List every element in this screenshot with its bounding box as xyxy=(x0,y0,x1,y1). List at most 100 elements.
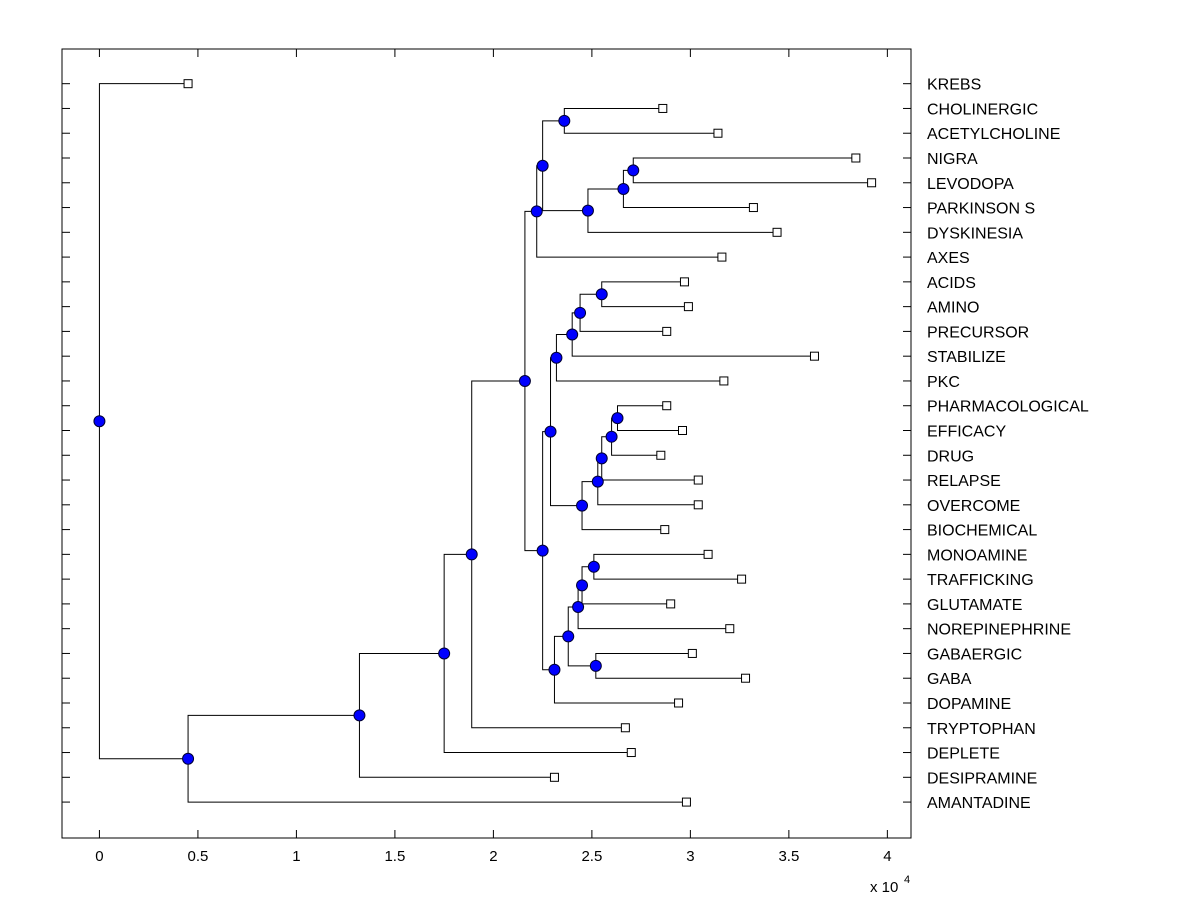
link-n10 xyxy=(555,334,724,382)
node-marker-n6 xyxy=(530,205,543,218)
leaf-label: TRAFFICKING xyxy=(927,572,1034,589)
leaf-marker xyxy=(737,574,747,584)
link-n9 xyxy=(571,312,815,357)
node-marker-n3 xyxy=(617,182,630,195)
node-marker-n23 xyxy=(536,544,549,557)
leaf-marker xyxy=(549,772,559,782)
node-marker-n26 xyxy=(438,647,451,660)
leaf-label: DYSKINESIA xyxy=(927,225,1023,242)
link-n11 xyxy=(616,405,683,431)
node-marker-n15 xyxy=(576,499,589,512)
leaf-marker xyxy=(666,599,676,609)
leaf-marker xyxy=(626,748,636,758)
leaf-marker xyxy=(620,723,630,733)
node-marker-n1 xyxy=(558,114,571,127)
x-tick-label: 3 xyxy=(686,848,694,865)
leaf-marker xyxy=(681,797,691,807)
x-axis-ticks: 0 0.5 1 1.5 2 2.5 3 3.5 4 xyxy=(95,49,892,865)
node-marker-n5 xyxy=(536,159,549,172)
x-tick-label: 2 xyxy=(489,848,497,865)
leaf-marker xyxy=(656,450,666,460)
leaf-labels: KREBS CHOLINERGIC ACETYLCHOLINE NIGRA LEVODO… xyxy=(927,77,1089,812)
x-exponent-label: x 10 xyxy=(870,879,898,896)
x-tick-label: 1.5 xyxy=(384,848,405,865)
leaf-marker xyxy=(687,648,697,658)
leaf-marker xyxy=(851,153,861,163)
leaf-label: AXES xyxy=(927,250,970,267)
leaf-label: KREBS xyxy=(927,77,981,94)
node-marker-n9 xyxy=(566,328,579,341)
leaf-label: GABAERGIC xyxy=(927,646,1022,663)
leaf-label: DRUG xyxy=(927,448,974,465)
node-marker-n4 xyxy=(581,204,594,217)
link-n2 xyxy=(632,157,872,184)
leaf-label: PKC xyxy=(927,374,960,391)
node-marker-n29 xyxy=(93,415,106,428)
leaf-marker xyxy=(674,698,684,708)
leaf-marker xyxy=(725,624,735,634)
link-n17 xyxy=(593,553,742,580)
leaf-label: CHOLINERGIC xyxy=(927,101,1038,118)
leaf-label: GABA xyxy=(927,671,972,688)
leaf-marker xyxy=(658,103,668,113)
node-marker-n13 xyxy=(595,452,608,465)
node-marker-n25 xyxy=(465,548,478,561)
leaf-label: AMINO xyxy=(927,300,979,317)
node-marker-n14 xyxy=(591,475,604,488)
leaf-marker xyxy=(772,227,782,237)
node-marker-n7 xyxy=(595,288,608,301)
link-n7 xyxy=(601,281,689,308)
link-n6 xyxy=(536,165,722,258)
leaf-marker xyxy=(662,326,672,336)
leaf-marker xyxy=(693,500,703,510)
leaf-label: PHARMACOLOGICAL xyxy=(927,399,1089,416)
leaf-markers xyxy=(183,79,877,807)
dendrogram-links xyxy=(98,83,872,803)
leaf-label: STABILIZE xyxy=(927,349,1006,366)
leaf-marker xyxy=(703,549,713,559)
leaf-label: MONOAMINE xyxy=(927,547,1027,564)
leaf-marker xyxy=(748,203,758,213)
link-n14 xyxy=(597,457,699,506)
link-n1 xyxy=(563,107,718,134)
leaf-marker xyxy=(717,252,727,262)
node-marker-n21 xyxy=(562,630,575,643)
leaf-label: DEPLETE xyxy=(927,746,1000,763)
link-n4 xyxy=(587,188,778,233)
link-n27 xyxy=(358,652,555,778)
leaf-marker xyxy=(867,178,877,188)
leaf-label: LEVODOPA xyxy=(927,176,1014,193)
x-tick-label: 2.5 xyxy=(581,848,602,865)
node-marker-n12 xyxy=(605,430,618,443)
leaf-label: PARKINSON S xyxy=(927,201,1035,218)
leaf-marker xyxy=(809,351,819,361)
leaf-label: TRYPTOPHAN xyxy=(927,721,1036,738)
plot-frame xyxy=(61,48,912,839)
x-tick-label: 0.5 xyxy=(187,848,208,865)
leaf-label: DOPAMINE xyxy=(927,696,1011,713)
leaf-label: RELAPSE xyxy=(927,473,1001,490)
node-marker-n22 xyxy=(548,663,561,676)
link-n5 xyxy=(542,120,588,212)
axes xyxy=(61,48,912,839)
leaf-marker xyxy=(183,79,193,89)
leaf-label: OVERCOME xyxy=(927,498,1020,515)
leaf-label: NOREPINEPHRINE xyxy=(927,622,1071,639)
link-n8 xyxy=(579,293,667,332)
leaf-marker xyxy=(677,425,687,435)
leaf-label: BIOCHEMICAL xyxy=(927,523,1037,540)
leaf-label: AMANTADINE xyxy=(927,795,1031,812)
node-marker-n20 xyxy=(589,659,602,672)
x-tick-label: 1 xyxy=(292,848,300,865)
node-marker-n27 xyxy=(353,709,366,722)
node-marker-n10 xyxy=(550,351,563,364)
node-marker-n28 xyxy=(182,752,195,765)
x-exponent-superscript: 4 xyxy=(904,874,910,886)
x-tick-label: 0 xyxy=(95,848,103,865)
leaf-label: DESIPRAMINE xyxy=(927,770,1037,787)
node-marker-n17 xyxy=(587,560,600,573)
leaf-marker xyxy=(679,277,689,287)
y-axis-ticks xyxy=(62,83,911,803)
leaf-marker xyxy=(693,475,703,485)
